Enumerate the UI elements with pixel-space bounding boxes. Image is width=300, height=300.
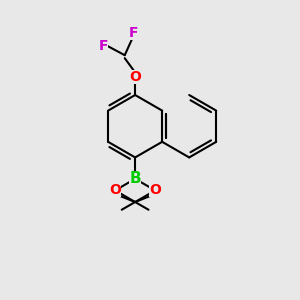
Text: F: F [99,39,108,53]
Text: O: O [129,70,141,84]
Text: F: F [128,26,138,40]
Text: O: O [149,183,161,197]
Text: O: O [109,183,121,197]
Text: B: B [129,171,141,186]
